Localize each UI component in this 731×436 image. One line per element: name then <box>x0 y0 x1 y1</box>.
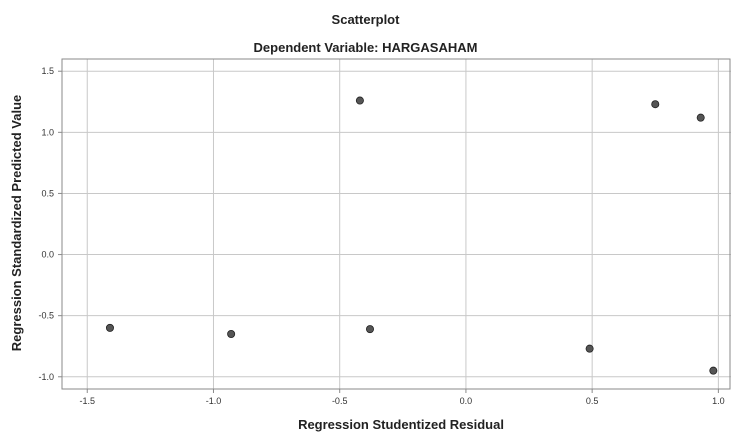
x-tick-label: 0.5 <box>586 396 599 406</box>
x-tick-label: -1.0 <box>206 396 222 406</box>
x-tick-label: 1.0 <box>712 396 725 406</box>
y-tick-label: 0.0 <box>41 250 54 260</box>
y-tick-label: -0.5 <box>38 311 54 321</box>
data-point <box>585 344 594 353</box>
y-tick-label: 0.5 <box>41 188 54 198</box>
y-tick-label: 1.0 <box>41 127 54 137</box>
data-point <box>709 366 718 375</box>
x-tick-label: -1.5 <box>79 396 95 406</box>
x-tick-label: 0.0 <box>460 396 473 406</box>
y-tick-label: -1.0 <box>38 372 54 382</box>
x-tick-label: -0.5 <box>332 396 348 406</box>
x-axis-ticks: -1.5 -1.0 -0.5 0.0 0.5 1.0 <box>79 389 725 406</box>
x-axis-title: Regression Studentized Residual <box>298 417 504 432</box>
chart-title: Scatterplot <box>331 12 400 27</box>
data-point <box>651 100 660 109</box>
data-point <box>227 329 236 338</box>
data-point <box>355 96 364 105</box>
y-axis-ticks: -1.0 -0.5 0.0 0.5 1.0 1.5 <box>38 66 62 382</box>
data-point <box>365 325 374 334</box>
grid-lines <box>62 59 731 389</box>
y-axis-title: Regression Standardized Predicted Value <box>9 95 24 351</box>
data-points <box>105 96 718 375</box>
plot-frame <box>61 58 731 390</box>
data-point <box>696 113 705 122</box>
chart-subtitle: Dependent Variable: HARGASAHAM <box>253 40 478 55</box>
y-tick-label: 1.5 <box>41 66 54 76</box>
data-point <box>105 323 114 332</box>
